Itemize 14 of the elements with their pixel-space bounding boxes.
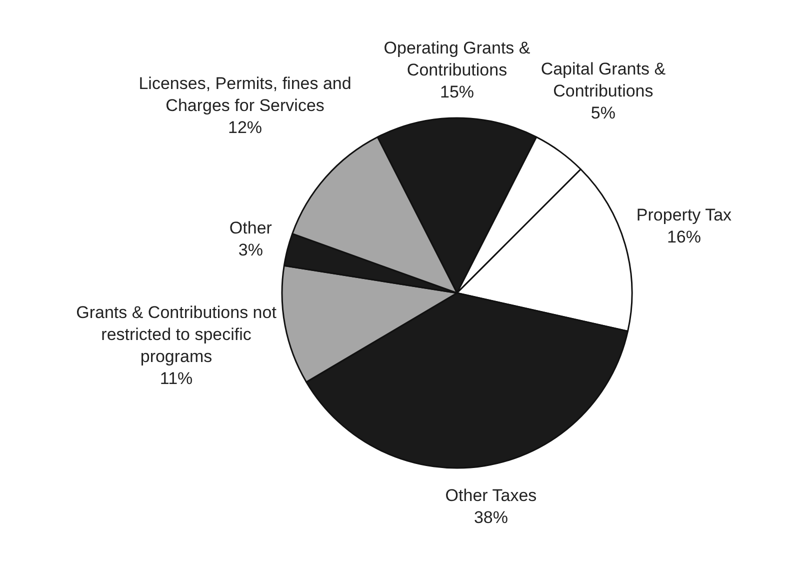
slice-label: Grants & Contributions not restricted to specific programs bbox=[76, 303, 277, 366]
slice-label: Licenses, Permits, fines and Charges for Services bbox=[138, 74, 352, 115]
data-label: 15% bbox=[440, 82, 474, 102]
slice-label: Capital Grants & Contributions bbox=[540, 59, 666, 100]
data-label: 12% bbox=[228, 118, 262, 137]
data-label: 5% bbox=[590, 103, 616, 122]
data-label: 11% bbox=[160, 369, 193, 388]
slice-label: Other bbox=[229, 218, 272, 238]
slice-label: Property Tax bbox=[636, 206, 732, 225]
data-label: 16% bbox=[666, 228, 702, 247]
data-label: 38% bbox=[474, 508, 508, 528]
data-label: 3% bbox=[238, 240, 263, 260]
slice-label: Other Taxes bbox=[445, 486, 537, 506]
slice-label: Operating Grants & Contributions bbox=[384, 38, 531, 80]
